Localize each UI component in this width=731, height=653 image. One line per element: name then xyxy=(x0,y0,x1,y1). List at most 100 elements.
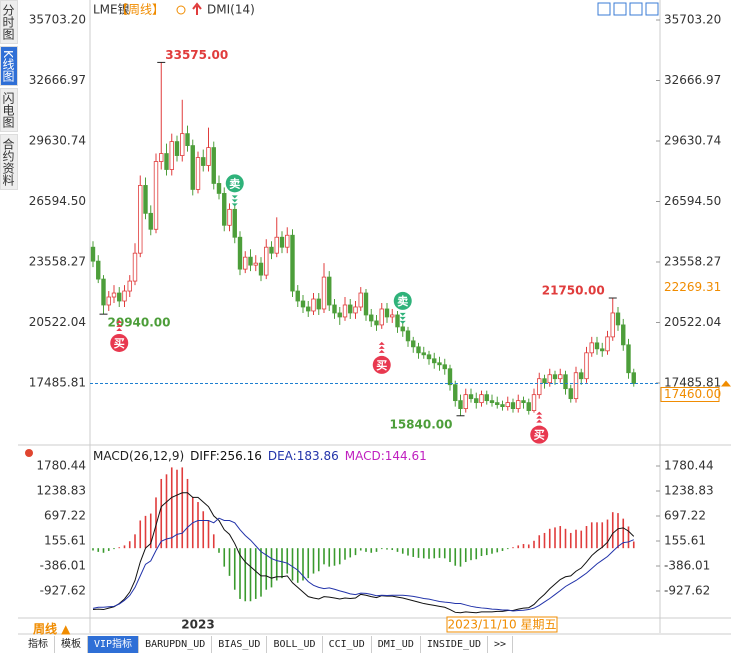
signal-arrow xyxy=(399,312,406,316)
add-icon[interactable] xyxy=(176,5,186,15)
tool-icon[interactable] xyxy=(645,2,659,16)
tab[interactable]: 指标 xyxy=(22,636,55,653)
tab[interactable]: >> xyxy=(488,636,514,653)
candle-body xyxy=(269,246,274,254)
candle-body xyxy=(153,161,159,230)
candle-body xyxy=(521,400,526,404)
macd-bar xyxy=(359,548,362,551)
macd-bar xyxy=(559,526,562,549)
macd-bar xyxy=(433,548,436,559)
candle-body xyxy=(631,372,636,384)
tool-icon[interactable] xyxy=(597,2,611,16)
candle-body xyxy=(279,236,285,248)
y-tick-label: -386.01 xyxy=(664,558,710,572)
macd-bar xyxy=(244,548,247,602)
y-tick-label: -927.62 xyxy=(40,583,86,597)
macd-bar xyxy=(627,526,630,549)
macd-bar xyxy=(254,548,257,599)
side-tab[interactable]: 合约资料 xyxy=(0,133,18,190)
candle-body xyxy=(337,312,342,318)
candle-body xyxy=(185,133,190,146)
macd-bar xyxy=(512,547,514,549)
candle-body xyxy=(274,236,279,254)
macd-bar xyxy=(207,520,210,549)
macd-bar xyxy=(407,548,409,556)
candle-body xyxy=(363,292,369,316)
tab[interactable]: VIP指标 xyxy=(88,636,140,653)
tab[interactable]: BIAS_UD xyxy=(212,636,268,653)
tab[interactable]: CCI_UD xyxy=(323,636,372,653)
macd-bar xyxy=(375,548,378,552)
macd-bar xyxy=(365,548,367,552)
macd-bar xyxy=(632,541,635,549)
candle-body xyxy=(416,346,421,354)
signal-badge xyxy=(393,291,412,310)
macd-bar xyxy=(611,512,614,549)
tab[interactable]: 模板 xyxy=(55,636,88,653)
legend-value: 256.16 xyxy=(220,449,262,463)
candle-body xyxy=(143,185,148,214)
side-tab[interactable]: K线图 xyxy=(0,46,18,86)
tab[interactable]: INSIDE_UD xyxy=(421,636,489,653)
candle-body xyxy=(500,404,505,408)
candle-body xyxy=(300,300,306,308)
macd-bar xyxy=(491,548,493,554)
candle-body xyxy=(243,256,248,270)
sidebar: 分时图 K线图 闪电图 合约资料 xyxy=(0,0,18,192)
macd-bar xyxy=(118,547,121,549)
macd-bar xyxy=(202,511,205,549)
tool-icon[interactable] xyxy=(629,2,643,16)
candle-body xyxy=(138,185,143,254)
candle-body xyxy=(384,308,390,318)
macd-bar xyxy=(354,548,357,556)
macd-bar xyxy=(438,548,441,558)
tab[interactable]: BARUPDN_UD xyxy=(139,636,213,653)
candle-body xyxy=(437,362,442,366)
candle-body xyxy=(369,314,374,322)
candle-body xyxy=(290,234,295,292)
candle-body xyxy=(516,400,521,409)
candle-body xyxy=(159,153,164,162)
legend-name: DEA: xyxy=(268,449,297,463)
macd-bar xyxy=(580,530,583,549)
toolbar[interactable] xyxy=(597,2,659,16)
period-button[interactable]: 周线 ▲ xyxy=(33,622,71,636)
last-price-box xyxy=(660,386,720,402)
signal-badge xyxy=(372,355,391,374)
candle-body xyxy=(96,260,101,280)
y-tick-label: 697.22 xyxy=(664,508,706,522)
symbol: LME镍 xyxy=(93,3,130,17)
side-tab[interactable]: 分时图 xyxy=(0,0,18,44)
macd-bar xyxy=(575,529,577,549)
candle-body xyxy=(432,358,437,364)
candle-body xyxy=(106,296,111,306)
candle-body xyxy=(558,374,563,380)
tool-icon[interactable] xyxy=(613,2,627,16)
tab[interactable]: DMI_UD xyxy=(372,636,421,653)
tab[interactable]: BOLL_UD xyxy=(267,636,323,653)
signal-arrow xyxy=(231,195,238,199)
macd-bar xyxy=(590,522,593,549)
candle-body xyxy=(190,145,195,190)
macd-bar xyxy=(307,548,310,579)
settings-icon[interactable] xyxy=(25,449,33,457)
x-tick-label: 2023 xyxy=(181,618,214,632)
y-tick-label: 20522.04 xyxy=(664,315,721,329)
side-tab[interactable]: 闪电图 xyxy=(0,87,18,132)
candle-body xyxy=(232,208,237,238)
candle-body xyxy=(605,336,610,352)
y-tick-label: 1780.44 xyxy=(664,459,714,473)
candle-body xyxy=(474,398,479,404)
candle-body xyxy=(101,278,106,306)
macd-bar xyxy=(485,548,488,556)
macd-bar xyxy=(569,532,572,549)
candle-body xyxy=(531,394,537,411)
signal-label: 买 xyxy=(114,337,125,350)
signal-arrow xyxy=(536,411,543,415)
macd-bar xyxy=(265,548,268,590)
candle-body xyxy=(542,378,547,384)
y-tick-label: 1780.44 xyxy=(36,459,86,473)
macd-bar xyxy=(123,545,126,549)
candle-body xyxy=(211,147,216,184)
